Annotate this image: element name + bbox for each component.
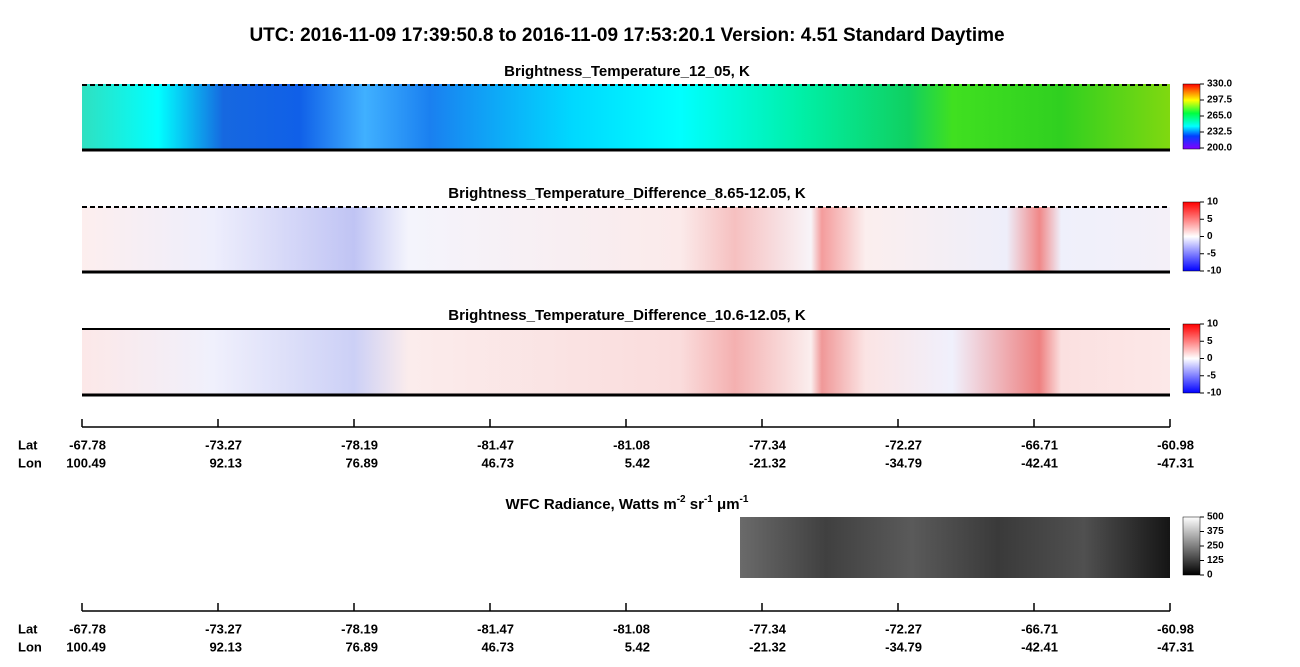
lon-label: -42.41 [1021,639,1058,654]
lat-label: -78.19 [341,437,378,452]
colorbar-tick-label: 5 [1207,214,1213,225]
lon-label: -21.32 [749,639,786,654]
panel-title: Brightness_Temperature_Difference_8.65-1… [448,185,806,202]
row-label: Lon [18,639,42,654]
lon-label: -42.41 [1021,455,1058,470]
colorbar-tick-label: 5 [1207,336,1213,347]
superscript: -1 [740,494,749,505]
lat-label: -81.08 [613,621,650,636]
colorbar-tick-label: -5 [1207,248,1216,259]
lat-label: -66.71 [1021,437,1058,452]
figure-title: UTC: 2016-11-09 17:39:50.8 to 2016-11-09… [249,25,1004,46]
title-part: WFC Radiance, Watts m [506,496,677,513]
colorbar-tick-label: 500 [1207,512,1224,523]
lat-label: -77.34 [749,621,787,636]
row-label: Lat [18,621,38,636]
lat-label: -67.78 [69,437,106,452]
colorbar-tick-label: 250 [1207,541,1224,552]
lat-label: -72.27 [885,621,922,636]
colorbar-tick-label: -10 [1207,266,1222,277]
lon-label: -21.32 [749,455,786,470]
colorbar-tick-label: 0 [1207,231,1213,242]
lat-label: -81.47 [477,621,514,636]
image [740,517,1170,578]
lon-label: 76.89 [345,639,378,654]
lon-label: 100.49 [66,455,106,470]
lat-label: -66.71 [1021,621,1058,636]
lon-label: 46.73 [481,455,514,470]
lat-label: -67.78 [69,621,106,636]
image [82,207,1170,272]
lat-label: -73.27 [205,621,242,636]
lat-label: -72.27 [885,437,922,452]
colorbar-tick-label: 0 [1207,353,1213,364]
lon-label: 5.42 [625,639,650,654]
lat-label: -81.47 [477,437,514,452]
title-part: sr [686,496,705,513]
colorbar-tick-label: 232.5 [1207,127,1232,138]
colorbar [1182,516,1201,576]
panel-title: Brightness_Temperature_12_05, K [504,63,750,80]
image [82,84,1170,150]
lon-label: 92.13 [209,639,242,654]
lat-label: -60.98 [1157,437,1194,452]
lon-label: 100.49 [66,639,106,654]
lat-label: -73.27 [205,437,242,452]
colorbar-tick-label: 375 [1207,526,1224,537]
lat-label: -60.98 [1157,621,1194,636]
lon-label: 46.73 [481,639,514,654]
colorbar-tick-label: 10 [1207,197,1219,208]
colorbar-tick-label: 200.0 [1207,143,1232,154]
superscript: -1 [704,494,713,505]
panel-title: WFC Radiance, Watts m-2 sr-1 μm-1 [506,494,749,513]
colorbar [1182,323,1201,394]
colorbar-tick-label: 0 [1207,570,1213,581]
lon-label: -47.31 [1157,455,1194,470]
lon-label: 5.42 [625,455,650,470]
lon-label: -47.31 [1157,639,1194,654]
lat-label: -81.08 [613,437,650,452]
lat-label: -77.34 [749,437,787,452]
colorbar-tick-label: 297.5 [1207,95,1232,106]
colorbar [1182,201,1201,272]
colorbar-tick-label: -5 [1207,370,1216,381]
panel-title: Brightness_Temperature_Difference_10.6-1… [448,307,806,324]
title-part: μm [713,496,740,513]
lon-label: -34.79 [885,455,922,470]
lon-label: 92.13 [209,455,242,470]
colorbar-tick-label: 330.0 [1207,79,1232,90]
lon-label: -34.79 [885,639,922,654]
colorbar [1182,83,1201,150]
colorbar-tick-label: 10 [1207,319,1219,330]
colorbar-tick-label: 265.0 [1207,111,1232,122]
colorbar-tick-label: -10 [1207,388,1222,399]
row-label: Lat [18,437,38,452]
lat-label: -78.19 [341,621,378,636]
colorbar-tick-label: 125 [1207,555,1224,566]
image [82,329,1170,395]
superscript: -2 [677,494,686,505]
row-label: Lon [18,455,42,470]
lon-label: 76.89 [345,455,378,470]
